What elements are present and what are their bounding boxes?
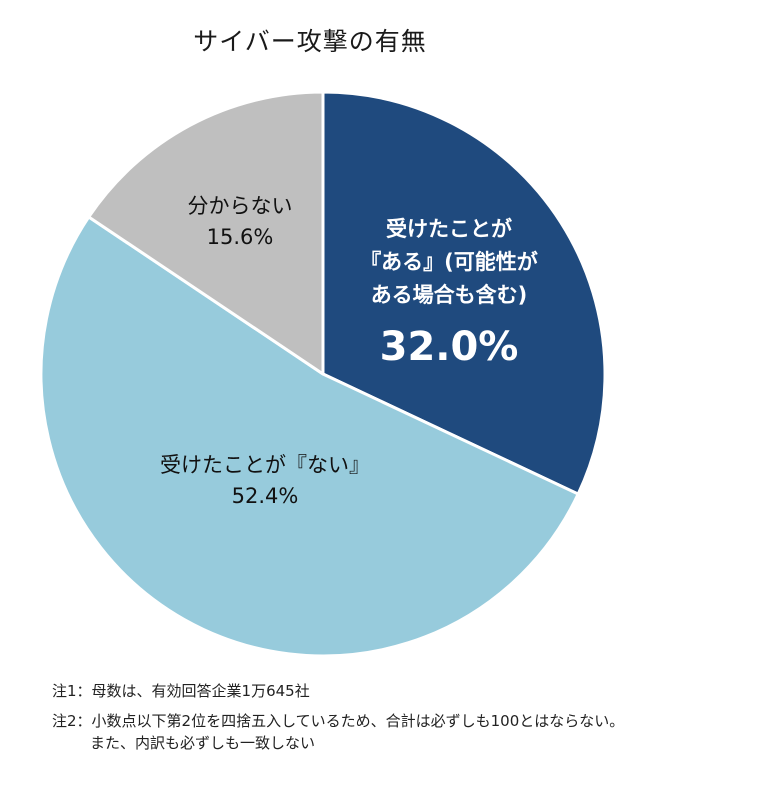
slice-1-label-line-2: 『ある』(可能性が <box>360 250 538 274</box>
pie-slice-2 <box>39 215 580 658</box>
pie-slices <box>39 90 607 658</box>
slice-2-value-label: 52.4% <box>232 484 299 508</box>
pie-slice-3 <box>87 90 325 376</box>
footnote-2: 注2：小数点以下第2位を四捨五入しているため、合計は必ずしも100とはならない。… <box>52 710 624 754</box>
slice-2-label-line-1: 受けたことが『ない』 <box>160 453 370 477</box>
footnote-1: 注1：母数は、有効回答企業1万645社 <box>52 682 310 700</box>
chart-title: サイバー攻撃の有無 <box>193 27 427 56</box>
pie-slice-1 <box>321 90 607 496</box>
footnotes: 注1：母数は、有効回答企業1万645社 注2：小数点以下第2位を四捨五入している… <box>52 680 624 754</box>
footnote-2-line-1: 注2：小数点以下第2位を四捨五入しているため、合計は必ずしも100とはならない。 <box>52 712 625 730</box>
slice-1-label-line-1: 受けたことが <box>386 217 512 241</box>
slice-3-value-label: 15.6% <box>207 225 274 249</box>
slice-1-value-label: 32.0% <box>380 324 519 370</box>
footnote-2-line-2: また、内訳も必ずしも一致しない <box>90 734 316 752</box>
slice-1-label-line-3: ある場合も含む) <box>371 283 528 307</box>
slice-3-label-line-1: 分からない <box>188 194 293 218</box>
